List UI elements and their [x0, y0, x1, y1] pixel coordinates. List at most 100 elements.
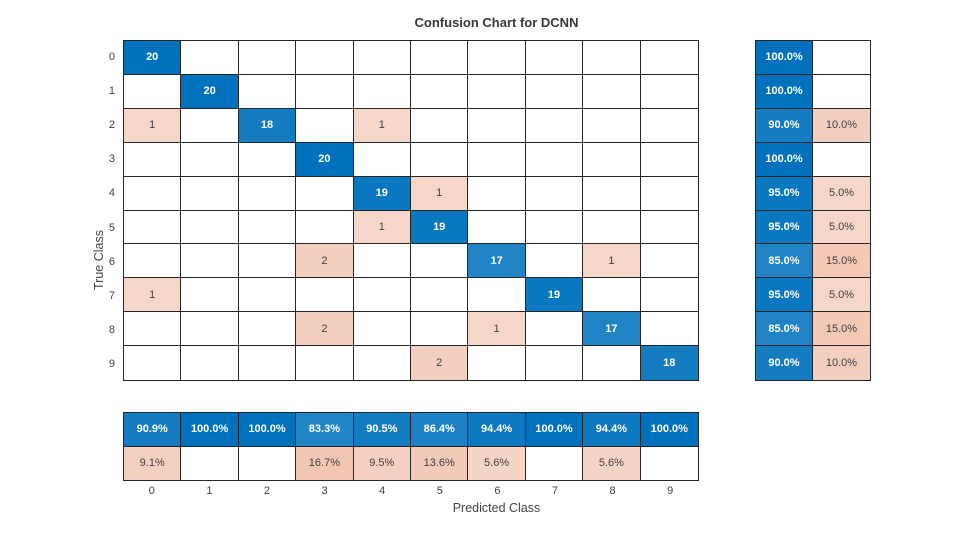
matrix-cell [525, 41, 584, 75]
row-summary-correct-cell: 85.0% [756, 244, 813, 279]
row-summary-correct-cell: 100.0% [756, 142, 813, 177]
x-tick-label: 5 [436, 484, 443, 497]
matrix-cell [411, 74, 469, 109]
row-summary-correct-cell: 95.0% [756, 176, 813, 211]
matrix-cell [525, 244, 584, 279]
matrix-cell: 1 [353, 108, 411, 143]
row-summary-incorrect-cell [813, 41, 870, 75]
matrix-cell [296, 108, 354, 143]
matrix-cell [181, 142, 239, 177]
matrix-cell [640, 278, 698, 313]
row-summary-correct-cell: 95.0% [756, 278, 813, 313]
column-summary-correct-cell: 100.0% [181, 413, 239, 447]
matrix-cell [640, 109, 698, 143]
matrix-cell [583, 41, 641, 75]
matrix-cell [353, 278, 411, 313]
matrix-cell [525, 142, 584, 177]
matrix-cell [238, 278, 297, 313]
matrix-cell: 17 [583, 312, 641, 347]
row-summary-correct-cell: 95.0% [756, 210, 813, 245]
matrix-cell [124, 244, 182, 279]
y-tick-label: 9 [108, 357, 115, 370]
matrix-cell [124, 346, 182, 380]
matrix-cell [468, 176, 526, 211]
column-summary-correct-cell: 90.9% [124, 413, 182, 447]
matrix-cell [583, 142, 641, 177]
matrix-cell [238, 176, 297, 211]
matrix-cell [583, 346, 641, 380]
row-summary-correct-cell: 100.0% [756, 74, 813, 109]
row-summary-correct-cell: 85.0% [756, 312, 813, 347]
row-summary-incorrect-cell: 15.0% [813, 312, 870, 347]
matrix-cell [238, 142, 297, 177]
matrix-cell: 2 [296, 312, 354, 347]
column-summary-correct-cell: 90.5% [353, 413, 411, 447]
column-summary-correct-cell: 83.3% [296, 413, 354, 447]
x-tick-label: 1 [206, 484, 213, 497]
matrix-cell [124, 312, 182, 347]
matrix-cell [238, 244, 297, 279]
matrix-cell [124, 74, 182, 109]
matrix-cell: 1 [353, 210, 411, 245]
x-tick-label: 7 [551, 484, 559, 497]
x-tick-label: 8 [609, 484, 616, 497]
x-tick-label: 2 [263, 484, 271, 497]
row-summary-incorrect-cell: 10.0% [813, 108, 870, 143]
matrix-cell [411, 278, 469, 313]
matrix-cell: 20 [296, 142, 354, 177]
chart-title: Confusion Chart for DCNN [414, 15, 579, 30]
matrix-cell [181, 176, 239, 211]
matrix-cell [296, 41, 354, 75]
matrix-cell: 1 [583, 244, 641, 279]
matrix-cell: 2 [296, 244, 354, 279]
row-summary-incorrect-cell: 5.0% [813, 210, 870, 245]
matrix-cell [583, 210, 641, 245]
matrix-cell [296, 176, 354, 211]
matrix-cell [353, 312, 411, 347]
matrix-cell [296, 210, 354, 245]
row-summary-incorrect-cell: 15.0% [813, 244, 870, 279]
matrix-cell [583, 108, 641, 143]
column-summary-correct-cell: 86.4% [411, 413, 469, 447]
matrix-cell: 19 [353, 176, 411, 211]
row-summary-correct-cell: 90.0% [756, 108, 813, 143]
column-summary-incorrect-cell: 5.6% [468, 446, 526, 480]
column-summary-correct-cell: 100.0% [238, 413, 297, 447]
matrix-cell [181, 108, 239, 143]
column-summary-incorrect-cell: 9.5% [353, 446, 411, 480]
x-axis-ticks: 0 1 2 3 4 5 6 7 8 9 [123, 483, 699, 498]
column-summary-correct-cell: 94.4% [468, 413, 526, 447]
y-tick-label: 6 [108, 255, 115, 268]
matrix-cell [525, 74, 584, 109]
matrix-cell: 19 [525, 278, 584, 313]
y-tick-label: 8 [108, 323, 115, 336]
column-summary-incorrect-cell: 5.6% [583, 446, 641, 480]
matrix-cell [640, 211, 698, 245]
column-summary-incorrect-cell: 9.1% [124, 446, 182, 480]
matrix-cell [583, 278, 641, 313]
column-summary-incorrect-cell [641, 447, 698, 481]
row-summary-incorrect-cell: 5.0% [813, 176, 870, 211]
matrix-cell [411, 108, 469, 143]
matrix-cell [238, 312, 297, 347]
matrix-cell [411, 244, 469, 279]
matrix-cell: 20 [124, 41, 182, 75]
matrix-cell [468, 108, 526, 143]
row-summary-incorrect-cell: 10.0% [813, 346, 870, 380]
matrix-cell [526, 346, 584, 380]
matrix-cell: 1 [411, 176, 469, 211]
matrix-cell: 1 [124, 278, 182, 313]
matrix-cell [238, 41, 297, 75]
x-tick-label: 3 [321, 484, 328, 497]
matrix-cell [181, 312, 239, 347]
matrix-cell [296, 346, 354, 380]
column-summary-correct-cell: 94.4% [583, 413, 641, 447]
matrix-cell [640, 75, 698, 109]
matrix-cell [468, 41, 526, 75]
matrix-cell [411, 41, 469, 75]
matrix-cell [353, 244, 411, 279]
matrix-cell: 19 [411, 210, 469, 245]
row-summary-grid: 100.0% 100.0% 90.0% 10.0% 100.0% 95.0% 5.0% 95.… [755, 40, 871, 381]
row-summary-incorrect-cell [813, 143, 870, 177]
